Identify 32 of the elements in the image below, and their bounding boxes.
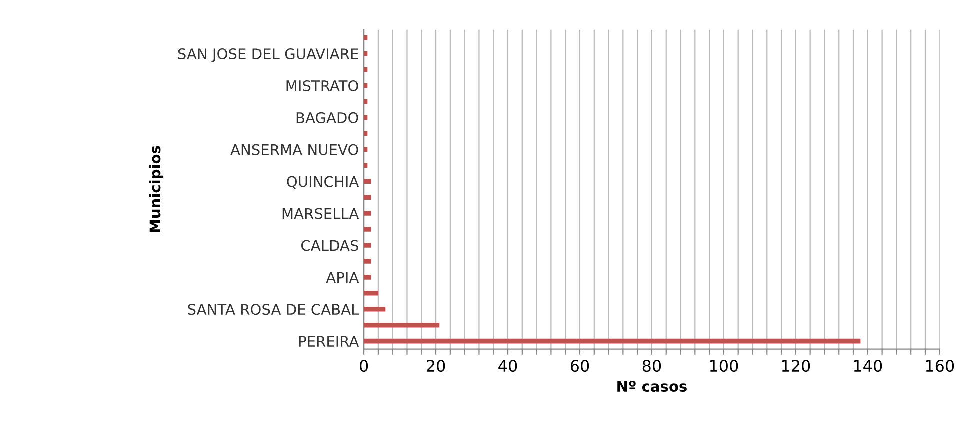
- bar: [364, 322, 440, 328]
- y-tick-label: MARSELLA: [282, 208, 360, 220]
- bar: [364, 243, 372, 248]
- bar: [364, 275, 372, 280]
- bar: [364, 211, 372, 216]
- y-tick-label: ANSERMA NUEVO: [230, 144, 358, 156]
- x-axis-title: Nº casos: [618, 381, 687, 392]
- y-axis-title: Municipios: [149, 146, 164, 232]
- y-tick-label: PEREIRA: [299, 336, 360, 347]
- bar: [364, 227, 372, 232]
- x-tick-label: 140: [854, 360, 882, 372]
- x-tick-label: 60: [570, 360, 590, 372]
- y-tick-label: SAN JOSE DEL GUAVIARE: [178, 48, 358, 62]
- y-tick-label: SANTA ROSA DE CABAL: [188, 304, 360, 316]
- bar: [364, 306, 386, 312]
- y-tick-label: QUINCHIA: [287, 176, 360, 190]
- y-tick-label: MISTRATO: [286, 80, 358, 92]
- y-tick-label: APIA: [326, 272, 360, 283]
- x-tick-label: 80: [642, 360, 662, 372]
- x-tick-label: 20: [427, 360, 446, 372]
- bar: [364, 195, 372, 200]
- x-tick-label: 0: [360, 360, 368, 372]
- x-tick-label: 100: [710, 360, 738, 372]
- x-tick-label: 40: [498, 360, 518, 372]
- bar: [364, 291, 378, 296]
- bar: [364, 259, 372, 264]
- bar: [364, 338, 861, 344]
- x-tick-label: 160: [926, 360, 954, 372]
- y-tick-label: BAGADO: [296, 112, 358, 124]
- y-tick-label: CALDAS: [302, 240, 358, 252]
- bar: [364, 179, 372, 184]
- x-tick-label: 120: [782, 360, 810, 372]
